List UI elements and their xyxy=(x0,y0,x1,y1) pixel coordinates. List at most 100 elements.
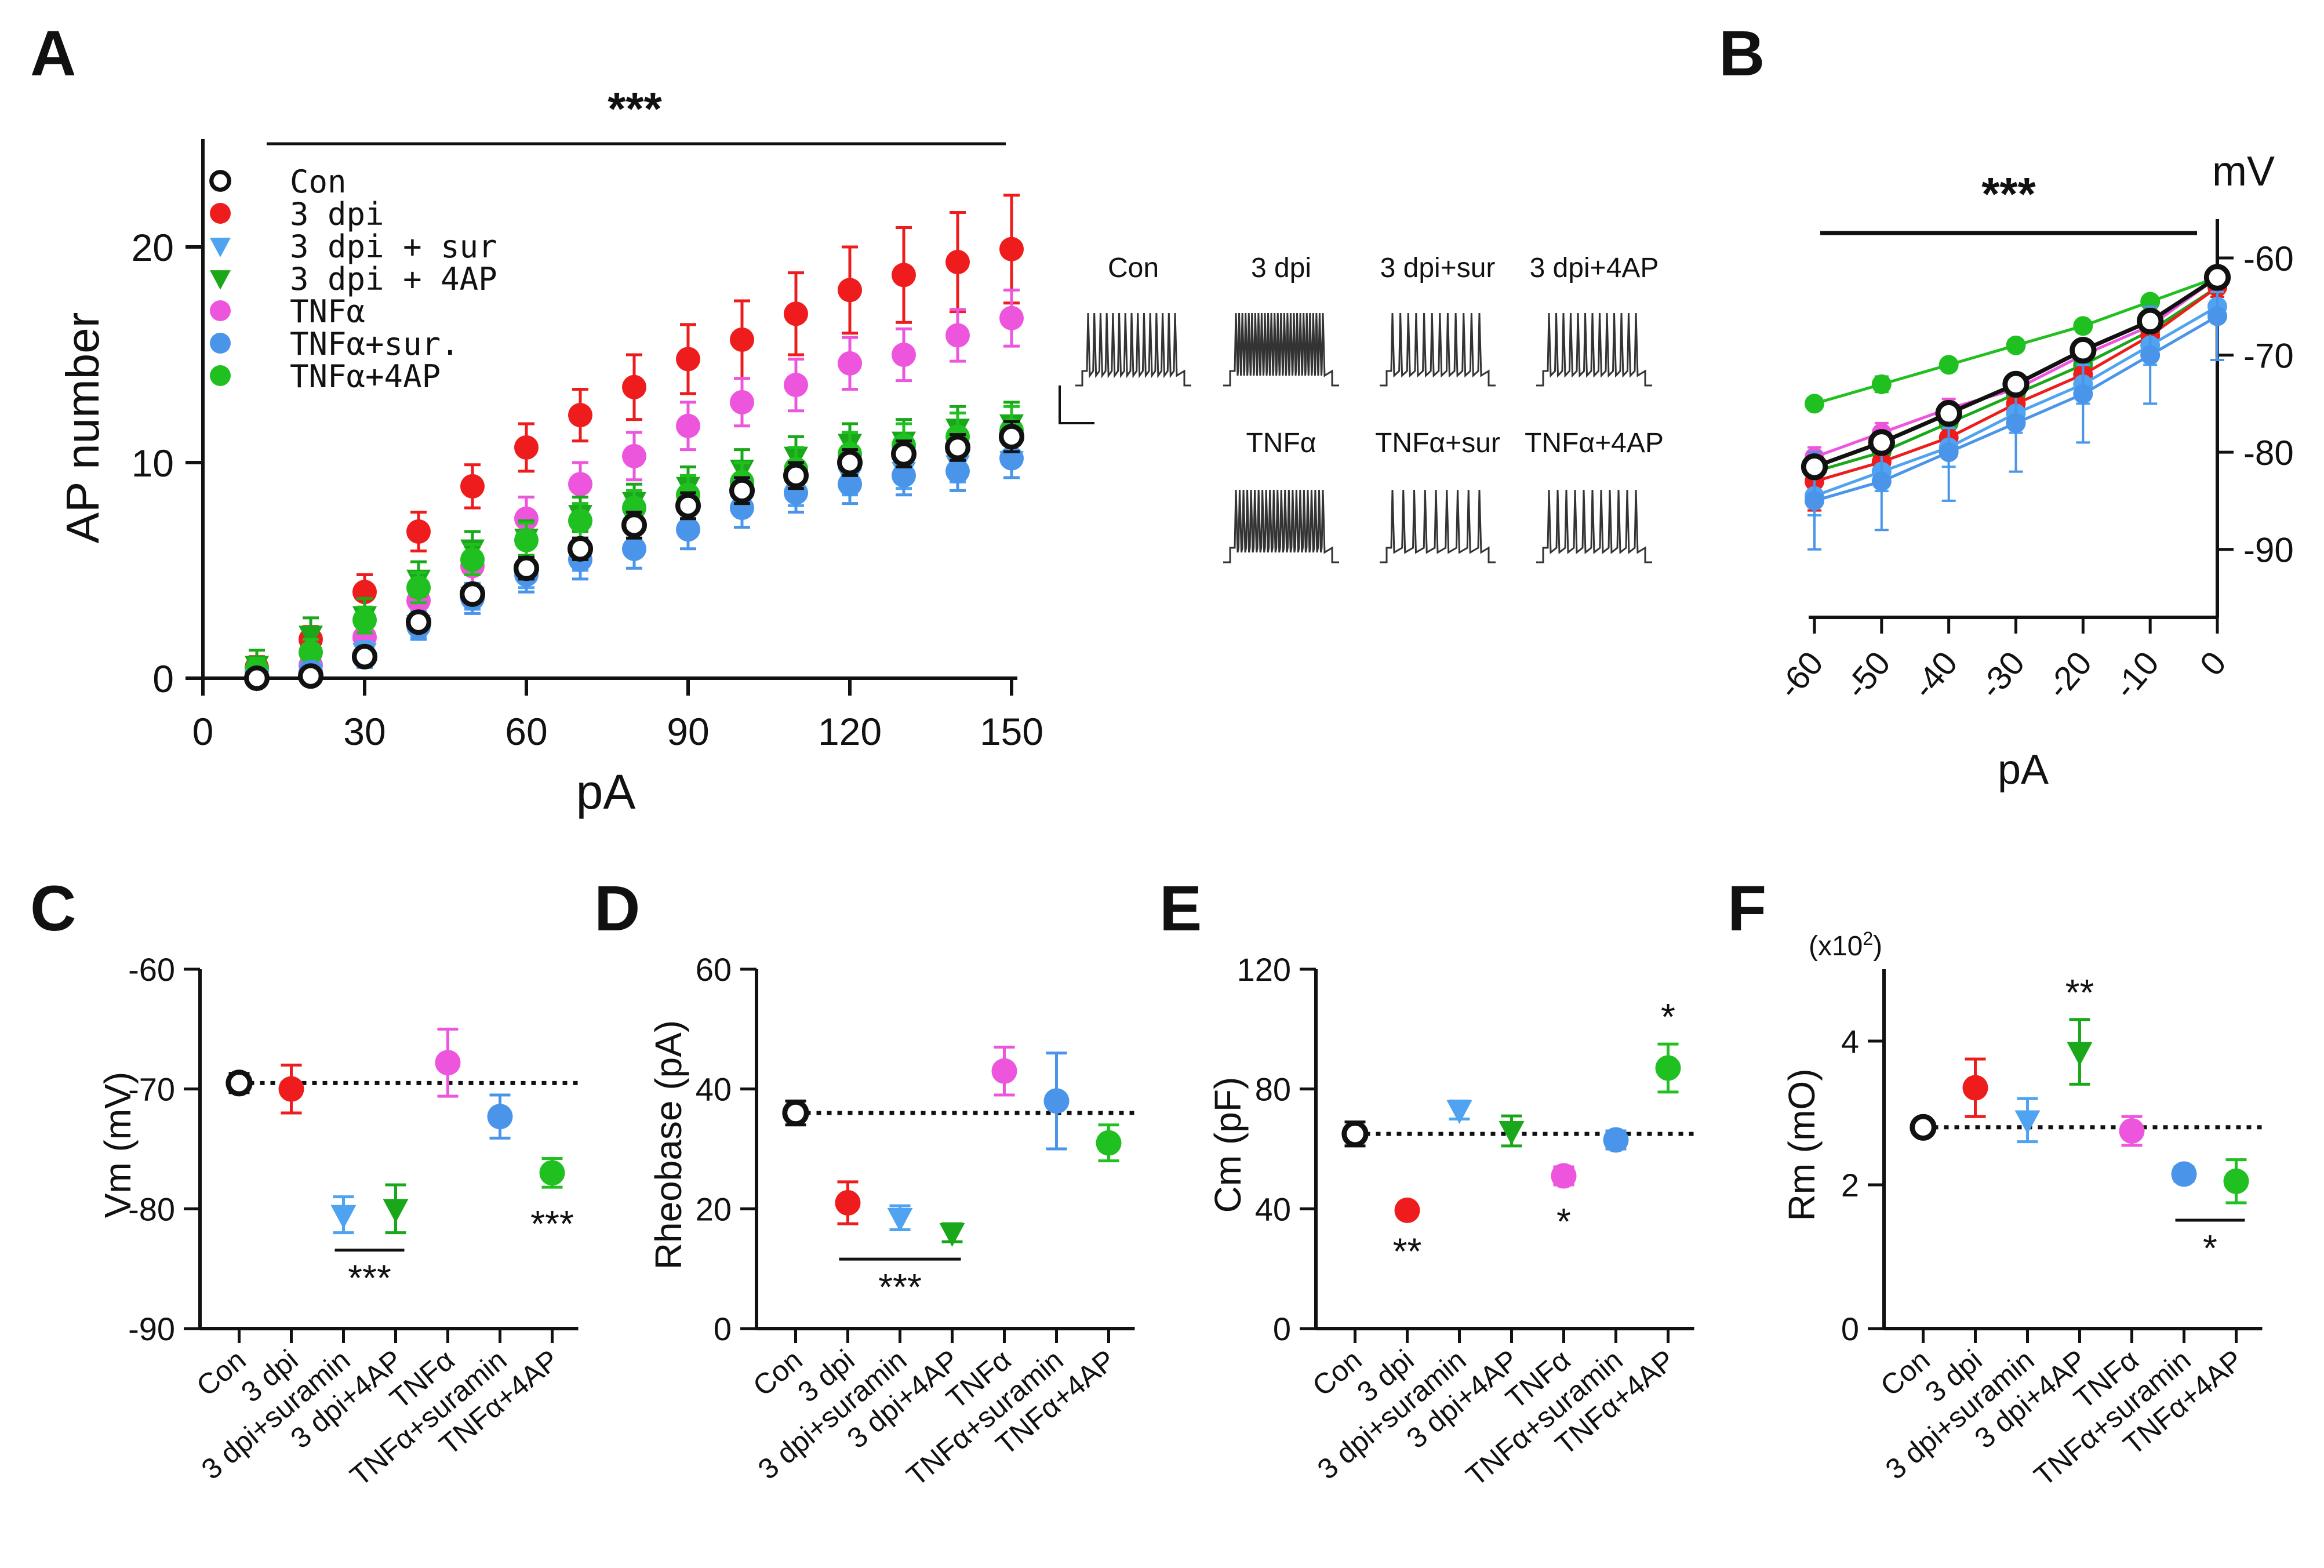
panel-c-point xyxy=(435,1050,461,1076)
panel-letter-d: D xyxy=(594,873,640,944)
panel-e-y-tick-label: 0 xyxy=(1273,1311,1291,1347)
legend-marker-tnfsur xyxy=(210,333,231,354)
panel-e-y-tick-label: 80 xyxy=(1255,1071,1291,1108)
panel-b-point-tnfsur xyxy=(1805,490,1824,511)
legend-label-tnfsur: TNFα+sur. xyxy=(290,326,460,362)
legend-marker-Con xyxy=(209,170,231,192)
panel-d-point xyxy=(1043,1088,1070,1114)
panel-b-point-tnf4ap xyxy=(1805,394,1824,414)
panel-letter-c: C xyxy=(30,873,76,944)
panel-a-point-tnf4ap xyxy=(460,547,485,572)
panel-a-point-tnf4ap xyxy=(406,575,431,600)
scale-bar xyxy=(1059,385,1094,424)
legend-label-tnf4ap: TNFα+4AP xyxy=(290,358,441,395)
panel-a-xlabel: pA xyxy=(576,765,636,819)
trace-label-tnf: TNFα xyxy=(1246,428,1316,459)
panel-a-point-tnfsur xyxy=(838,472,862,497)
panel-a-point-3dpi xyxy=(568,403,592,428)
panel-f-unit: (x102) xyxy=(1809,928,1882,962)
panel-a-y-tick-label: 0 xyxy=(152,657,174,700)
panel-d-point xyxy=(991,1058,1017,1084)
panel-e-point xyxy=(1394,1197,1420,1223)
panel-a-point-tnf xyxy=(999,305,1024,330)
panel-b-point-tnfsur xyxy=(2140,345,2161,365)
panel-a-point-Con xyxy=(783,463,809,489)
panel-a-y-tick-label: 20 xyxy=(132,226,174,269)
panel-a-point-Con xyxy=(351,643,378,670)
panel-d-y-tick-label: 60 xyxy=(696,951,732,988)
trace-label-tnf-4ap: TNFα+4AP xyxy=(1525,428,1664,459)
panel-a-point-3dpi xyxy=(406,519,431,544)
panel-a-point-3dpi xyxy=(999,237,1024,261)
panel-a-point-tnf4ap xyxy=(568,508,592,533)
trace-label-con: Con xyxy=(1108,253,1159,283)
panel-d-point xyxy=(782,1099,809,1127)
panel-a-point-Con xyxy=(675,493,701,519)
panel-c-ylabel: Vm (mV) xyxy=(97,1072,139,1218)
panel-f-point xyxy=(2067,1042,2093,1066)
panel-a-point-tnf xyxy=(838,351,862,376)
panel-b-point-Con xyxy=(1801,453,1828,481)
panel-a-point-Con xyxy=(243,665,270,692)
panel-e-point xyxy=(1499,1121,1525,1145)
trace-label-3dpi-sur: 3 dpi+sur xyxy=(1380,253,1496,283)
panel-a-point-tnf4ap xyxy=(352,607,377,632)
panel-d-point xyxy=(939,1223,965,1247)
panel-a-x-tick-label: 60 xyxy=(505,710,547,753)
panel-d-y-tick-label: 40 xyxy=(696,1071,732,1108)
panel-f-ylabel: Rm (mO) xyxy=(1781,1068,1823,1221)
panel-e-point xyxy=(1655,1055,1681,1081)
panel-b-xlabel: pA xyxy=(1998,747,2049,793)
panel-b-point-Con xyxy=(1868,429,1895,456)
panel-a-point-tnf4ap xyxy=(514,527,539,552)
legend-label-Con: Con xyxy=(290,163,347,200)
panel-a-point-Con xyxy=(890,441,917,467)
panel-f-point xyxy=(2119,1118,2145,1144)
panel-a-point-3dpi xyxy=(838,278,862,303)
panel-a-point-Con xyxy=(998,424,1025,450)
panel-b-point-Con xyxy=(2137,307,2164,335)
panel-a-x-tick-label: 120 xyxy=(818,710,882,753)
panel-a-point-tnf xyxy=(514,506,539,531)
legend-marker-sur xyxy=(210,238,231,257)
panel-a-point-4ap xyxy=(299,625,323,649)
panel-b-point-tnfsur xyxy=(1871,471,1892,492)
panel-a-chart: AP number pA *** 0 30 60 90 120 150 0 10 20 xyxy=(57,83,1043,819)
panel-b-point-Con xyxy=(1935,400,1962,427)
panel-letter-f: F xyxy=(1727,873,1766,944)
legend-label-tnf: TNFα xyxy=(290,293,365,330)
panel-a-point-tnfsur xyxy=(676,517,700,542)
panel-f-unit-base: (x10 xyxy=(1809,931,1863,962)
panel-a-point-3dpi xyxy=(622,374,646,399)
panel-a-point-Con xyxy=(621,512,648,538)
panel-c-point xyxy=(487,1104,513,1130)
panel-e-y-tick-label: 40 xyxy=(1255,1191,1291,1227)
panel-letter-b: B xyxy=(1719,18,1765,89)
panel-c-y-tick-label: -70 xyxy=(128,1071,175,1108)
panel-e-point xyxy=(1603,1127,1629,1153)
panel-d-ylabel: Rheobase (pA) xyxy=(648,1020,689,1269)
panel-f-point xyxy=(1962,1075,1988,1101)
panel-a-y-tick-label: 10 xyxy=(132,442,174,485)
panel-f-y-tick-label: 2 xyxy=(1841,1167,1859,1203)
panel-f-sig-label: ** xyxy=(2065,972,2094,1013)
panel-f-point xyxy=(2223,1168,2249,1194)
trace-3dpi-sur xyxy=(1380,312,1496,387)
trace-con xyxy=(1075,312,1191,387)
panel-a-point-3dpi xyxy=(892,263,916,288)
panel-c-point xyxy=(278,1076,304,1102)
panel-a-point-tnf xyxy=(730,390,754,414)
legend-label-4ap: 3 dpi + 4AP xyxy=(290,261,497,297)
panel-b-point-Con xyxy=(2203,264,2231,291)
panel-e-ylabel: Cm (pF) xyxy=(1207,1077,1249,1213)
panel-b-x-tick-label: -10 xyxy=(2106,645,2166,706)
panel-a-x-tick-label: 0 xyxy=(192,710,214,753)
panel-a-point-Con xyxy=(513,555,540,581)
panel-a-point-3dpi xyxy=(730,327,754,352)
panel-a-point-3dpi xyxy=(676,347,700,372)
panel-b-x-tick-label: 0 xyxy=(2192,645,2234,683)
panel-b-point-Con xyxy=(2070,337,2097,364)
panel-a-point-tnfsur xyxy=(622,536,646,561)
